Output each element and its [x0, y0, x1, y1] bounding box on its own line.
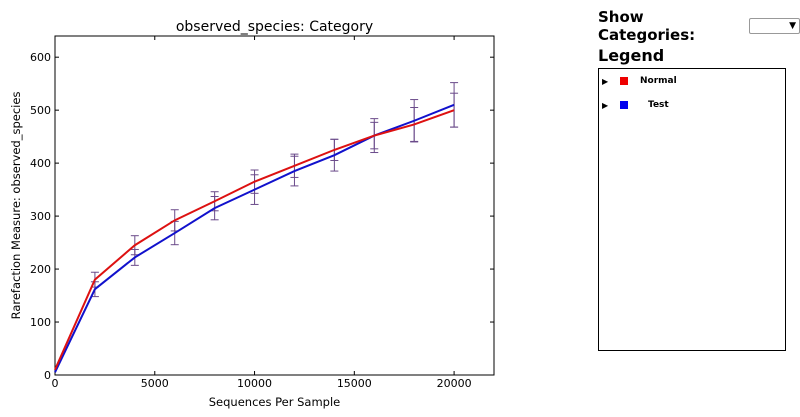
x-tick-label: 0	[52, 377, 59, 390]
show-categories: Show Categories: ▼	[598, 8, 800, 44]
x-tick-label: 15000	[337, 377, 372, 390]
x-tick-label: 10000	[237, 377, 272, 390]
y-axis-label: Rarefaction Measure: observed_species	[9, 92, 23, 320]
x-tick-label: 5000	[141, 377, 169, 390]
x-axis-label: Sequences Per Sample	[209, 395, 340, 409]
expand-triangle-icon[interactable]: ▶	[602, 76, 609, 86]
color-swatch	[620, 77, 628, 85]
legend-box: ▶ Normal ▶ Test	[598, 68, 786, 351]
legend-item-test[interactable]: ▶ Test	[599, 93, 785, 117]
chevron-down-icon: ▼	[789, 21, 796, 31]
x-tick-label: 20000	[437, 377, 472, 390]
plot-area	[54, 35, 495, 376]
y-tick-label: 0	[44, 369, 51, 382]
legend-label: Test	[648, 100, 669, 110]
y-tick-label: 300	[30, 210, 51, 223]
y-tick-label: 400	[30, 157, 51, 170]
series-line-test	[54, 103, 455, 373]
rarefaction-chart: observed_species: Category Sequences Per …	[9, 19, 495, 409]
y-tick-label: 200	[30, 263, 51, 276]
y-tick-label: 600	[30, 51, 51, 64]
y-tick-label: 100	[30, 316, 51, 329]
legend-item-normal[interactable]: ▶ Normal	[599, 69, 785, 93]
series-line-normal	[54, 109, 455, 371]
chart-title: observed_species: Category	[176, 19, 373, 35]
legend-label: Normal	[640, 76, 677, 86]
expand-triangle-icon[interactable]: ▶	[602, 100, 609, 110]
y-tick-label: 500	[30, 104, 51, 117]
legend-title: Legend	[598, 46, 665, 65]
color-swatch	[620, 101, 628, 109]
category-select[interactable]: ▼	[748, 18, 800, 34]
show-categories-label: Show Categories:	[598, 8, 696, 44]
